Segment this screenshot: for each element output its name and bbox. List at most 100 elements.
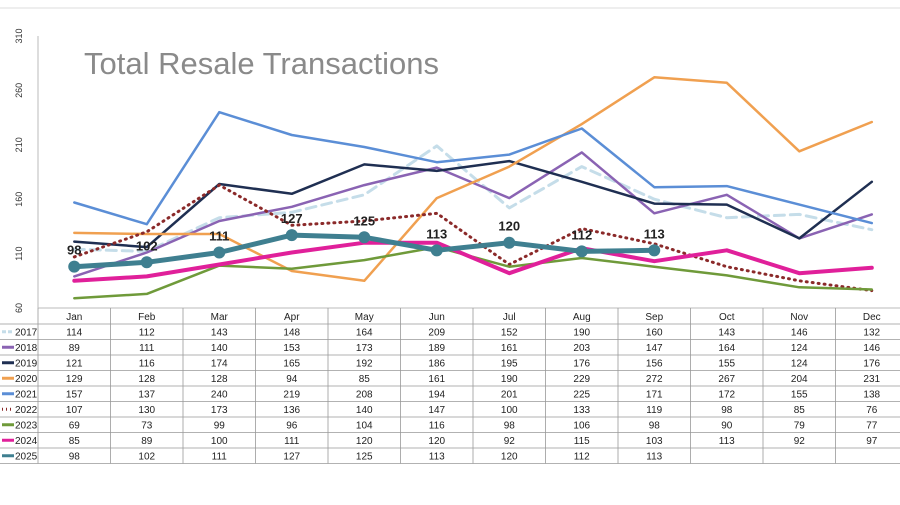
data-point-2025 — [648, 244, 661, 257]
series-lines-group — [68, 76, 874, 300]
table-cell: 143 — [211, 327, 228, 338]
y-tick-label: 210 — [14, 137, 24, 152]
data-table: Jan Feb Mar Apr May Jun Jul Aug Sep Oct Nov Dec2017… — [0, 308, 900, 464]
table-cell: 272 — [646, 374, 663, 385]
x-tick-label: Nov — [790, 312, 808, 323]
table-cell: 192 — [356, 358, 373, 369]
table-cell: 195 — [501, 358, 518, 369]
data-point-2025 — [213, 246, 226, 259]
table-cell: 76 — [866, 405, 878, 416]
legend-label-2020: 2020 — [15, 374, 38, 385]
data-label: 102 — [136, 238, 158, 253]
table-cell: 148 — [283, 327, 300, 338]
x-tick-label: Aug — [573, 312, 591, 323]
data-label: 113 — [426, 226, 447, 241]
table-cell: 113 — [719, 436, 735, 447]
table-cell: 173 — [356, 343, 373, 354]
table-cell: 94 — [286, 374, 298, 385]
table-cell: 125 — [356, 451, 373, 462]
table-cell: 85 — [69, 436, 81, 447]
table-cell: 111 — [212, 451, 228, 462]
table-cell: 164 — [718, 343, 735, 354]
table-cell: 155 — [718, 358, 735, 369]
table-cell: 161 — [501, 343, 518, 354]
table-cell: 194 — [428, 389, 445, 400]
table-cell: 172 — [718, 389, 735, 400]
legend-label-2017: 2017 — [15, 327, 38, 338]
x-tick-label: Sep — [645, 312, 663, 323]
data-point-2025 — [140, 256, 153, 269]
table-cell: 164 — [356, 327, 373, 338]
data-label: 125 — [353, 213, 375, 228]
data-point-2025 — [358, 231, 371, 244]
table-cell: 140 — [356, 405, 373, 416]
table-cell: 111 — [139, 343, 155, 354]
table-cell: 97 — [866, 436, 878, 447]
legend-label-2022: 2022 — [15, 405, 38, 416]
x-tick-label: Oct — [719, 312, 735, 323]
series-line-2021 — [73, 110, 874, 226]
chart-title: Total Resale Transactions — [84, 46, 439, 81]
table-cell: 92 — [794, 436, 806, 447]
table-cell: 204 — [791, 374, 808, 385]
data-point-2025 — [430, 244, 443, 257]
table-cell: 156 — [646, 358, 663, 369]
table-cell: 112 — [139, 327, 155, 338]
x-tick-label: May — [355, 312, 374, 323]
x-tick-label: Mar — [211, 312, 229, 323]
table-cell: 209 — [428, 327, 445, 338]
y-tick-label: 60 — [14, 303, 24, 313]
series-line-2022 — [72, 183, 874, 293]
table-cell: 100 — [501, 405, 518, 416]
table-cell: 124 — [791, 358, 808, 369]
table-cell: 146 — [791, 327, 808, 338]
table-cell: 127 — [283, 451, 300, 462]
y-tick-label: 160 — [14, 192, 24, 207]
y-tick-label: 110 — [14, 246, 24, 260]
table-cell: 186 — [428, 358, 445, 369]
series-line-2020 — [73, 76, 874, 283]
table-cell: 128 — [211, 374, 228, 385]
table-cell: 98 — [721, 405, 733, 416]
x-tick-label: Feb — [138, 312, 156, 323]
table-cell: 189 — [428, 343, 445, 354]
table-cell: 136 — [283, 405, 300, 416]
data-label: 127 — [281, 211, 303, 226]
table-cell: 107 — [66, 405, 83, 416]
table-cell: 208 — [356, 389, 373, 400]
table-cell: 129 — [66, 374, 83, 385]
x-tick-label: Jul — [503, 312, 516, 323]
table-cell: 96 — [286, 420, 298, 431]
table-cell: 137 — [138, 389, 155, 400]
data-point-2025 — [503, 236, 516, 249]
table-cell: 130 — [138, 405, 155, 416]
table-cell: 267 — [718, 374, 735, 385]
table-cell: 115 — [574, 436, 590, 447]
series-line-2017 — [72, 144, 874, 253]
table-cell: 190 — [501, 374, 518, 385]
table-cell: 124 — [791, 343, 808, 354]
table-cell: 113 — [646, 451, 662, 462]
table-cell: 132 — [863, 327, 880, 338]
data-label: 111 — [209, 229, 229, 244]
table-cell: 174 — [211, 358, 228, 369]
table-cell: 92 — [504, 436, 516, 447]
table-cell: 98 — [69, 451, 81, 462]
legend-label-2025: 2025 — [15, 451, 38, 462]
table-cell: 153 — [283, 343, 300, 354]
table-cell: 120 — [356, 436, 373, 447]
table-cell: 116 — [429, 420, 445, 431]
table-cell: 103 — [646, 436, 663, 447]
table-cell: 171 — [646, 389, 663, 400]
x-tick-label: Jan — [66, 312, 82, 323]
table-cell: 79 — [794, 420, 806, 431]
legend-label-2019: 2019 — [15, 358, 38, 369]
table-cell: 165 — [283, 358, 300, 369]
table-cell: 104 — [356, 420, 373, 431]
table-cell: 77 — [866, 420, 878, 431]
table-cell: 89 — [141, 436, 153, 447]
table-cell: 155 — [791, 389, 808, 400]
table-cell: 112 — [574, 451, 590, 462]
table-cell: 143 — [718, 327, 735, 338]
data-labels-group: 98 102 111 127 125 113 120 112 113 — [67, 211, 665, 258]
